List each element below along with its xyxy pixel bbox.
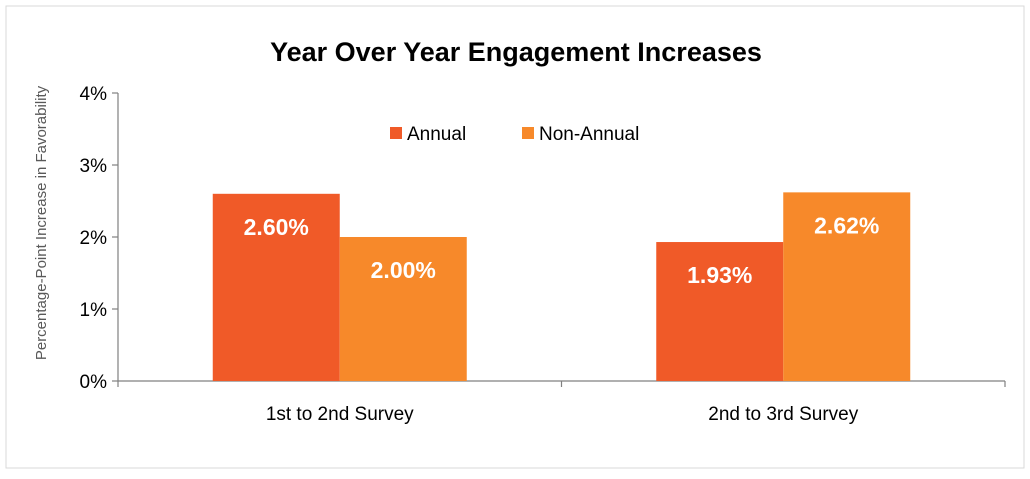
bar-non-annual-2 [783, 192, 911, 381]
y-tick-label: 2% [80, 228, 108, 249]
x-tick-label: 1st to 2nd Survey [266, 404, 414, 425]
x-tick-labels-group: 1st to 2nd Survey 2nd to 3rd Survey [266, 404, 859, 425]
y-axis: 0% 1% 2% 3% 4% [80, 84, 119, 393]
bars-group [212, 192, 911, 381]
data-label: 2.00% [371, 257, 436, 283]
x-tick-label: 2nd to 3rd Survey [708, 404, 858, 425]
data-label: 2.62% [814, 212, 879, 238]
data-label: 2.60% [244, 214, 309, 240]
legend-label-non-annual: Non-Annual [539, 124, 639, 145]
y-axis-label: Percentage-Point Increase in Favorabilit… [33, 85, 50, 360]
y-tick-label: 0% [80, 372, 108, 393]
legend-swatch-non-annual [522, 127, 534, 139]
bar-annual-1 [212, 193, 340, 381]
y-tick-label: 1% [80, 300, 108, 321]
legend: Annual Non-Annual [390, 124, 639, 145]
bar-annual-2 [656, 242, 784, 381]
data-label: 1.93% [687, 262, 752, 288]
bar-non-annual-1 [339, 237, 467, 381]
y-tick-label: 4% [80, 84, 108, 105]
chart-title: Year Over Year Engagement Increases [270, 37, 762, 67]
data-labels-group: 2.60% 2.00% 1.93% 2.62% [244, 212, 880, 288]
y-tick-label: 3% [80, 156, 108, 177]
legend-swatch-annual [390, 127, 402, 139]
legend-label-annual: Annual [407, 124, 466, 145]
